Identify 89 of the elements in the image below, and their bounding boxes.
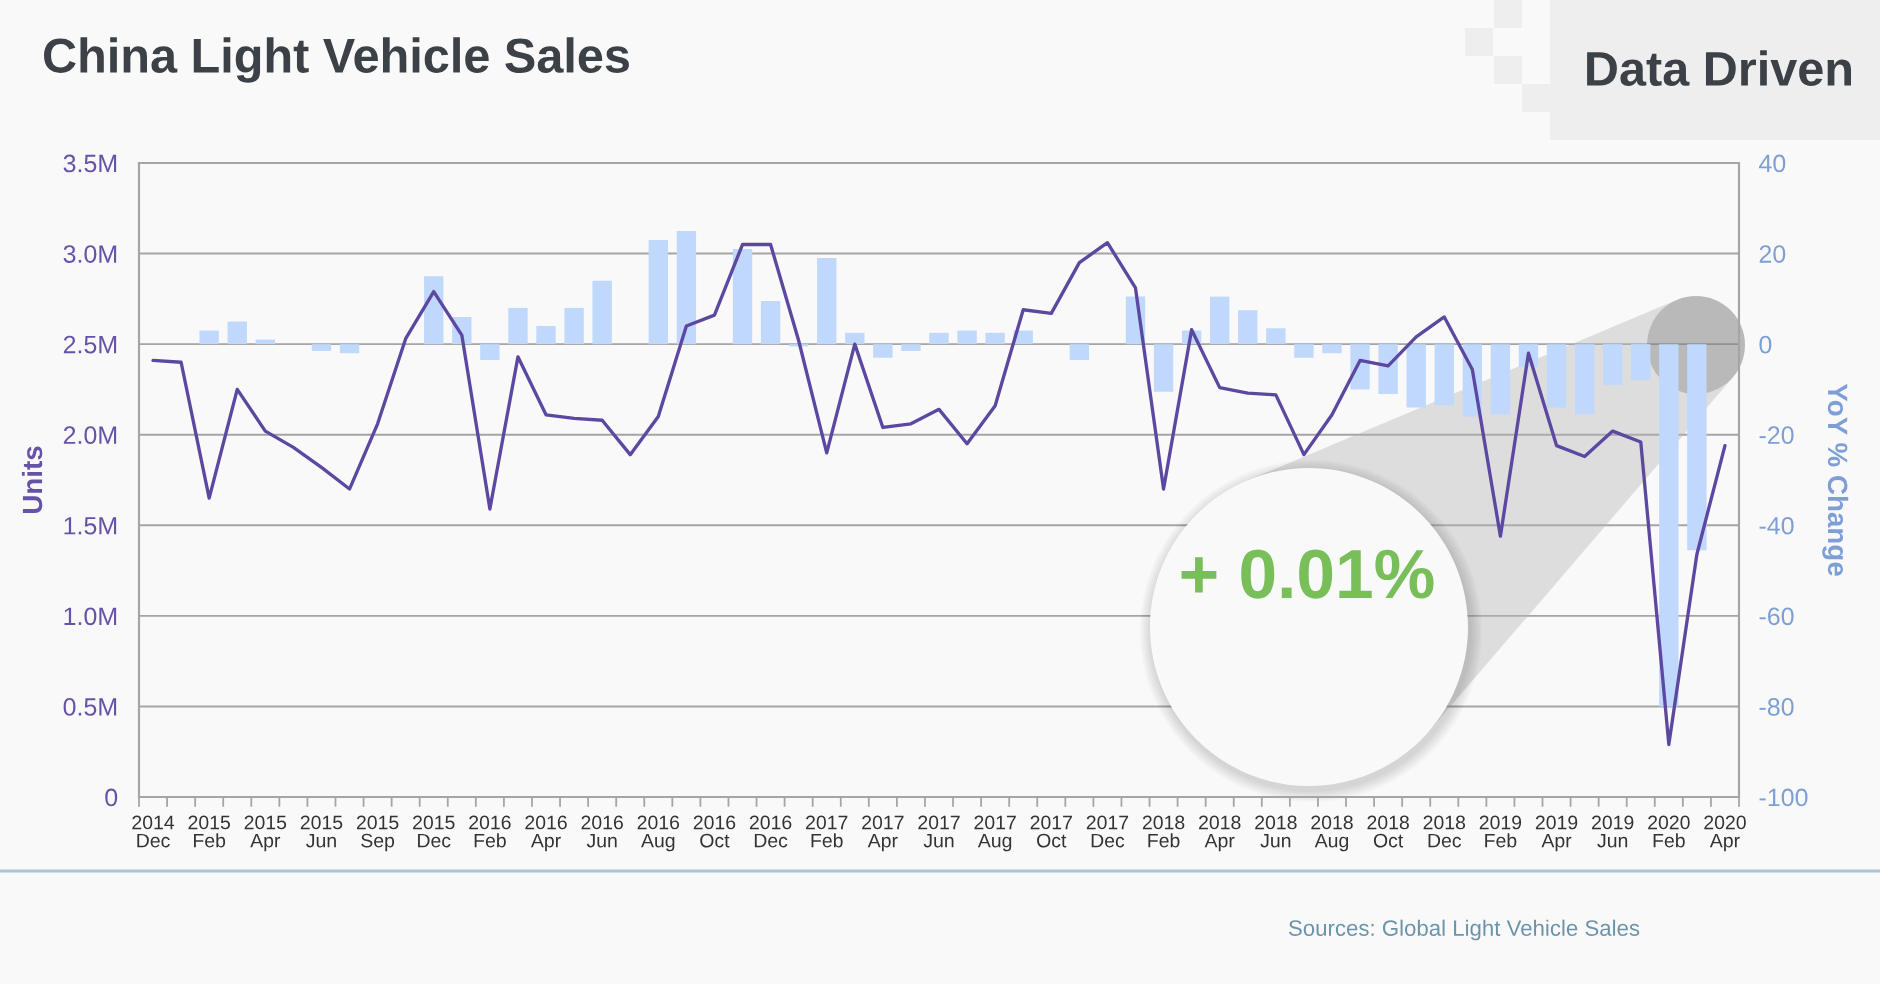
bar — [1322, 344, 1342, 354]
bar — [1687, 344, 1707, 551]
chart-title: China Light Vehicle Sales — [44, 37, 629, 83]
bar — [1659, 344, 1679, 707]
x-tick-label: 2018 Feb — [1142, 815, 1185, 848]
y2-tick-label: -100 — [1759, 788, 1808, 807]
y2-tick-label: -40 — [1759, 516, 1794, 535]
bar — [817, 258, 837, 345]
x-tick-label: 2016 Oct — [693, 815, 736, 848]
bar — [311, 344, 332, 351]
bar — [339, 344, 360, 354]
bar — [564, 307, 584, 345]
bar — [1406, 344, 1426, 408]
x-tick-label: 2016 Aug — [637, 815, 680, 852]
bar — [1153, 344, 1174, 392]
bar — [480, 344, 500, 360]
x-tick-label: 2017 Feb — [806, 815, 848, 848]
y2-tick-label: -80 — [1759, 698, 1794, 716]
x-tick-label: 2017 Dec — [1086, 815, 1129, 848]
bar — [845, 332, 865, 345]
bar — [648, 239, 668, 345]
y-tick-label: 2.0M — [63, 426, 117, 445]
x-tick-label: 2016 Dec — [749, 815, 792, 848]
y2-axis-title: YoY % Change — [1822, 383, 1849, 576]
bar — [1434, 344, 1454, 406]
y-tick-label: 0.5M — [63, 698, 117, 716]
y-axis-title: Units — [21, 446, 43, 514]
x-tick-label: 2020 Feb — [1648, 815, 1690, 848]
bar — [1378, 344, 1398, 394]
bar — [985, 332, 1005, 345]
x-tick-label: 2017 Oct — [1030, 815, 1072, 848]
x-tick-label: 2016 Jun — [581, 815, 623, 848]
bar — [1546, 344, 1567, 408]
x-tick-label: 2018 Dec — [1423, 815, 1466, 848]
annotation: + 0.01% — [1181, 549, 1434, 599]
bar — [873, 344, 893, 358]
y-tick-label: 1.5M — [64, 517, 117, 535]
bar — [1069, 344, 1090, 360]
y-tick-label: 3.0M — [63, 245, 117, 263]
bar — [957, 330, 977, 345]
bar — [199, 330, 219, 345]
bar — [1294, 344, 1314, 358]
bar — [1266, 328, 1286, 345]
x-tick-label: 2016 Feb — [469, 815, 511, 848]
x-tick-label: 2019 Jun — [1592, 815, 1634, 848]
bar — [760, 301, 781, 345]
source-note: Sources: Global Light Vehicle Sales — [1288, 919, 1640, 941]
bar — [1490, 344, 1511, 415]
x-tick-label: 2018 Apr — [1199, 815, 1241, 852]
x-tick-label: 2017 Apr — [862, 815, 904, 852]
y2-tick-label: -20 — [1759, 426, 1794, 445]
bar — [227, 321, 247, 345]
y2-tick-label: 40 — [1759, 154, 1786, 173]
bar — [536, 326, 556, 345]
bar — [929, 332, 949, 345]
x-tick-label: 2015 Apr — [244, 815, 287, 852]
bar — [676, 230, 697, 345]
x-tick-label: 2014 Dec — [132, 815, 175, 848]
y-tick-label: 1.0M — [64, 607, 117, 626]
bar — [901, 344, 921, 351]
bar — [1603, 344, 1623, 385]
y2-tick-label: 20 — [1759, 245, 1786, 263]
x-tick-label: 2015 Dec — [413, 815, 455, 848]
bar — [1631, 344, 1651, 381]
x-tick-label: 2020 Apr — [1704, 815, 1746, 852]
bar — [1574, 344, 1595, 415]
y-tick-label: 3.5M — [63, 154, 117, 173]
line-series — [151, 241, 1727, 747]
bar — [592, 280, 612, 345]
y-tick-label: 2.5M — [63, 335, 117, 354]
y2-tick-label: 0 — [1759, 335, 1772, 354]
bar — [1238, 310, 1258, 345]
text: Data Driven — [1587, 50, 1851, 87]
x-tick-label: 2018 Jun — [1255, 815, 1297, 848]
x-tick-label: 2019 Apr — [1535, 815, 1578, 852]
x-tick-label: 2015 Feb — [188, 815, 230, 848]
x-tick-label: 2015 Sep — [356, 815, 399, 852]
x-tick-label: 2018 Oct — [1367, 815, 1409, 848]
bar — [1210, 296, 1230, 345]
bar — [508, 307, 528, 345]
bar — [732, 249, 753, 345]
x-tick-label: 2018 Aug — [1311, 815, 1353, 852]
x-tick-label: 2015 Jun — [300, 815, 343, 848]
y-tick-label: 0 — [105, 788, 118, 807]
x-tick-label: 2016 Apr — [525, 815, 567, 852]
x-tick-label: 2019 Feb — [1479, 815, 1522, 848]
x-tick-label: 2017 Jun — [918, 815, 960, 848]
x-tick-label: 2017 Aug — [974, 815, 1016, 852]
y2-tick-label: -60 — [1759, 607, 1794, 626]
